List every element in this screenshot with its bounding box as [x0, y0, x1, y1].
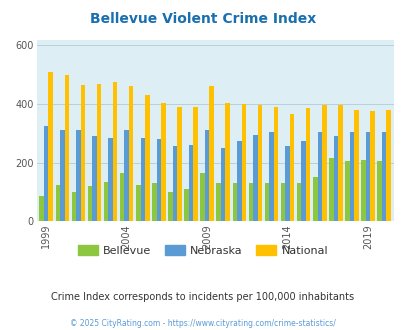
Bar [96, 83, 101, 221]
Bar [136, 184, 140, 221]
Bar [321, 106, 326, 221]
Bar [152, 183, 156, 221]
Bar [92, 136, 96, 221]
Bar [184, 189, 188, 221]
Legend: Bellevue, Nebraska, National: Bellevue, Nebraska, National [73, 241, 332, 260]
Bar [337, 106, 342, 221]
Bar [168, 192, 172, 221]
Bar [305, 108, 310, 221]
Bar [55, 184, 60, 221]
Bar [225, 103, 229, 221]
Bar [108, 138, 113, 221]
Bar [237, 141, 241, 221]
Bar [344, 161, 349, 221]
Bar [87, 186, 92, 221]
Bar [71, 192, 76, 221]
Bar [156, 139, 161, 221]
Bar [124, 130, 129, 221]
Bar [145, 95, 149, 221]
Bar [264, 183, 269, 221]
Bar [365, 132, 369, 221]
Text: © 2025 CityRating.com - https://www.cityrating.com/crime-statistics/: © 2025 CityRating.com - https://www.city… [70, 319, 335, 328]
Bar [353, 110, 358, 221]
Bar [188, 145, 193, 221]
Bar [369, 111, 374, 221]
Bar [161, 103, 165, 221]
Bar [296, 183, 301, 221]
Bar [312, 177, 317, 221]
Bar [241, 104, 245, 221]
Bar [257, 106, 262, 221]
Bar [280, 183, 285, 221]
Bar [129, 86, 133, 221]
Bar [349, 132, 353, 221]
Bar [209, 86, 213, 221]
Bar [289, 114, 294, 221]
Bar [119, 173, 124, 221]
Text: Crime Index corresponds to incidents per 100,000 inhabitants: Crime Index corresponds to incidents per… [51, 292, 354, 302]
Bar [220, 148, 225, 221]
Bar [104, 182, 108, 221]
Bar [44, 126, 48, 221]
Bar [48, 72, 53, 221]
Text: Bellevue Violent Crime Index: Bellevue Violent Crime Index [90, 12, 315, 25]
Bar [317, 132, 321, 221]
Bar [193, 107, 197, 221]
Bar [177, 107, 181, 221]
Bar [285, 147, 289, 221]
Bar [381, 132, 386, 221]
Bar [76, 130, 81, 221]
Bar [60, 130, 64, 221]
Bar [301, 141, 305, 221]
Bar [113, 82, 117, 221]
Bar [205, 130, 209, 221]
Bar [253, 135, 257, 221]
Bar [248, 183, 253, 221]
Bar [64, 75, 69, 221]
Bar [377, 161, 381, 221]
Bar [172, 147, 177, 221]
Bar [386, 110, 390, 221]
Bar [140, 138, 145, 221]
Bar [39, 196, 44, 221]
Bar [216, 183, 220, 221]
Bar [232, 183, 237, 221]
Bar [269, 132, 273, 221]
Bar [81, 85, 85, 221]
Bar [273, 107, 277, 221]
Bar [333, 136, 337, 221]
Bar [328, 158, 333, 221]
Bar [200, 173, 205, 221]
Bar [360, 160, 365, 221]
